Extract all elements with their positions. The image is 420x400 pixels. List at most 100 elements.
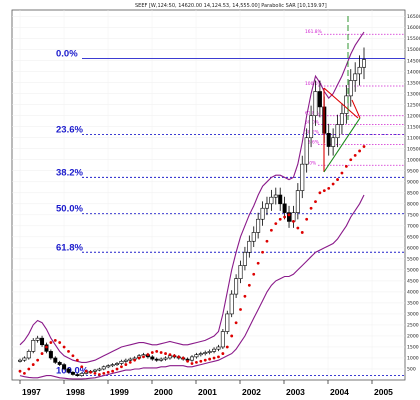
y-tick-label: 12000 — [407, 113, 420, 119]
y-tick-label: 6000 — [407, 245, 419, 251]
candle-body — [300, 163, 305, 191]
candle-body — [110, 364, 115, 367]
sar-dot — [133, 358, 137, 362]
sar-dot — [292, 220, 295, 223]
sar-dot — [89, 370, 92, 374]
y-tick-label: 15000 — [407, 47, 420, 53]
sar-dot — [309, 206, 313, 210]
candle-body — [159, 358, 164, 361]
fib-level-label: 23.6% — [56, 124, 83, 135]
sar-dot — [31, 363, 35, 366]
y-tick-label: 13000 — [407, 91, 420, 97]
candle-body — [40, 337, 45, 346]
candle-body — [207, 351, 212, 353]
fib-extension-label: 61.8% — [305, 111, 319, 117]
fib-level-label: 38.2% — [56, 167, 83, 178]
sar-dot — [93, 371, 97, 375]
candle-body — [335, 124, 340, 139]
sar-dot — [203, 358, 207, 362]
sar-dot — [177, 355, 181, 359]
sar-dot — [221, 352, 225, 355]
candle-body — [339, 113, 344, 125]
sar-dot — [71, 354, 75, 358]
sar-dot — [62, 345, 66, 349]
x-tick-label: 1998 — [66, 387, 85, 397]
sar-dot — [353, 153, 357, 157]
y-tick-label: 10500 — [407, 146, 420, 152]
candle-body — [216, 346, 221, 350]
y-tick-label: 4500 — [407, 278, 419, 284]
sar-dot — [256, 261, 260, 265]
bollinger-lower-line — [19, 194, 365, 380]
sar-dot — [155, 349, 159, 353]
sar-dot — [128, 360, 132, 364]
sar-dot — [349, 158, 353, 162]
candle-body — [295, 190, 300, 213]
sar-dot — [362, 145, 366, 148]
sar-dot — [247, 283, 251, 287]
y-tick-label: 2500 — [407, 323, 419, 329]
candle-body — [278, 194, 283, 205]
sar-dot — [300, 231, 304, 234]
candle-body — [167, 355, 172, 359]
candle-body — [31, 340, 36, 352]
candle-body — [269, 196, 274, 205]
sar-dot — [49, 341, 53, 344]
candle-body — [304, 137, 309, 165]
candle-body — [123, 359, 128, 362]
fib-extension-label: 161.8% — [305, 29, 322, 35]
sar-dot — [234, 321, 238, 325]
y-tick-label: 1000 — [407, 356, 419, 362]
sar-dot — [106, 370, 110, 374]
sar-dot — [283, 215, 287, 219]
candle-body — [238, 265, 243, 279]
candle-body — [317, 91, 322, 108]
candle-body — [119, 360, 124, 364]
sar-dot — [111, 369, 115, 373]
candle-body — [331, 137, 336, 147]
sar-dot — [150, 351, 154, 354]
candle-body — [190, 356, 195, 361]
y-tick-label: 12500 — [407, 102, 420, 108]
y-tick-label: 6500 — [407, 234, 419, 240]
sar-dot — [212, 356, 216, 360]
y-tick-label: 15500 — [407, 36, 420, 42]
sar-dot — [195, 360, 198, 364]
y-axis-ticks: 500 1000 1500 2000 2500 3000 3500 4000 4500 5000 5… — [407, 14, 420, 372]
y-tick-label: 500 — [407, 367, 416, 373]
chart-patterns — [323, 16, 361, 173]
sar-dot — [314, 200, 317, 204]
sar-dot — [318, 191, 322, 195]
y-tick-label: 16000 — [407, 25, 420, 31]
candle-body — [22, 357, 27, 361]
sar-dot — [274, 222, 278, 226]
sar-dot — [159, 351, 163, 354]
x-axis-ticks: 1997 1998 1999 2000 2001 2002 2003 2004 2005 — [19, 380, 393, 397]
candle-body — [220, 331, 225, 348]
y-tick-label: 5500 — [407, 256, 419, 262]
sar-dot — [190, 362, 194, 365]
y-tick-label: 13500 — [407, 80, 420, 86]
sar-dot — [146, 353, 150, 357]
candle-body — [256, 218, 261, 233]
y-tick-label: 4000 — [407, 290, 419, 296]
sar-dot — [265, 239, 269, 243]
y-tick-label: 9000 — [407, 179, 419, 185]
sar-dot — [168, 353, 172, 357]
x-tick-label: 2003 — [286, 387, 305, 397]
candle-body — [260, 207, 265, 220]
candle-body — [75, 374, 80, 376]
candle-body — [348, 80, 353, 97]
sar-dot — [97, 373, 101, 376]
candle-body — [92, 369, 97, 372]
candle-body — [53, 357, 58, 363]
sar-dot — [199, 359, 203, 363]
sar-dot — [186, 359, 189, 363]
candle-body — [128, 358, 133, 361]
candle-body — [361, 59, 366, 68]
sar-dot — [67, 349, 70, 353]
sar-dot — [120, 365, 123, 369]
candle-body — [357, 66, 362, 75]
sar-dot — [239, 308, 242, 311]
